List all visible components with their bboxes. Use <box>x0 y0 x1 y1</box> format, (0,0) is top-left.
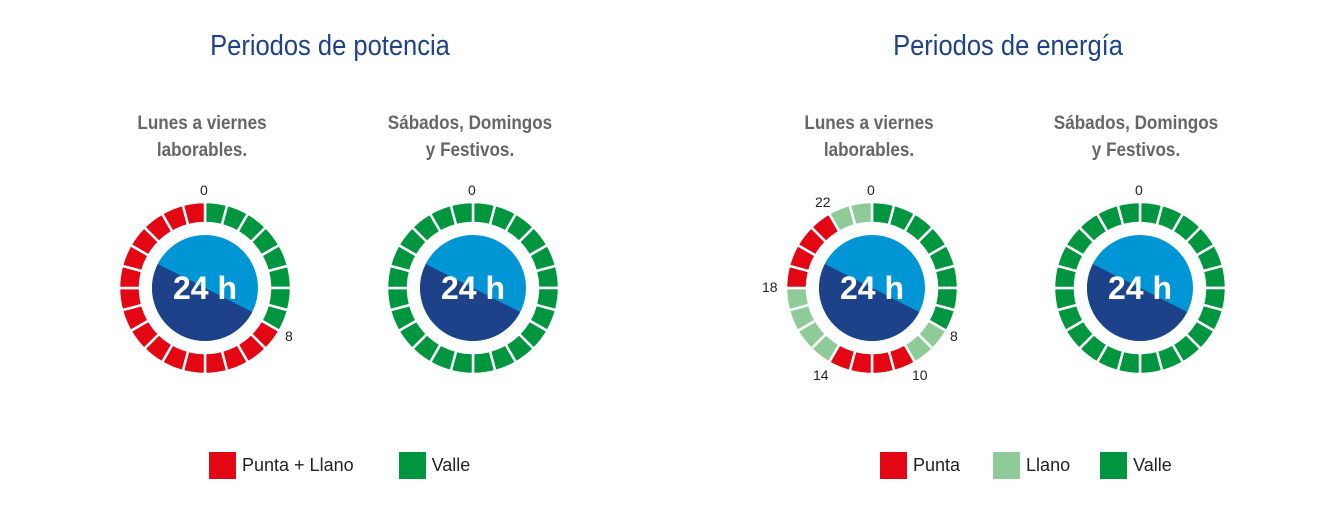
hour-segment-11-valle <box>1138 349 1164 376</box>
subtitle-line: y Festivos. <box>1091 140 1181 161</box>
center-label: 24 h <box>840 270 904 306</box>
subtitle-potencia-weekend: Sábados, Domingos y Festivos. <box>362 110 578 164</box>
hour-label: 8 <box>950 328 958 344</box>
center-label: 24 h <box>441 270 505 306</box>
legend-label: Punta + Llano <box>242 455 354 475</box>
subtitle-energia-weekdays: Lunes a viernes laborables. <box>761 110 977 164</box>
subtitle-line: Lunes a viernes <box>804 113 934 134</box>
swatch <box>993 452 1021 479</box>
potencia-legend: Punta + Llano Valle <box>209 452 515 479</box>
center-label: 24 h <box>1108 270 1172 306</box>
swatch <box>1100 452 1128 479</box>
legend-label: Llano <box>1026 455 1071 475</box>
legend-item-llano: Llano <box>993 452 1070 479</box>
center-circle-dark-half <box>152 263 253 341</box>
legend-label: Valle <box>431 455 471 475</box>
hour-label: 18 <box>762 279 778 295</box>
subtitle-line: Lunes a viernes <box>137 113 267 134</box>
hour-segment-17-valle <box>385 286 412 312</box>
subtitle-energia-weekend: Sábados, Domingos y Festivos. <box>1028 110 1244 164</box>
legend-label: Punta <box>913 455 961 475</box>
legend-label: Valle <box>1133 455 1172 475</box>
legend-item-valle: Valle <box>1100 452 1172 479</box>
hour-label: 0 <box>200 182 208 198</box>
dial-potencia-weekdays: 24 h <box>117 200 293 376</box>
hour-segment-17-valle <box>1052 286 1079 312</box>
dial-energia-weekdays: 24 h <box>784 200 960 376</box>
hour-label: 0 <box>1135 182 1143 198</box>
hour-segment-23-llano <box>848 200 874 227</box>
subtitle-line: laborables. <box>823 140 915 161</box>
hour-segment-17-llano <box>784 286 811 312</box>
center-label: 24 h <box>173 270 237 306</box>
hour-label: 8 <box>285 328 293 344</box>
hour-label: 14 <box>813 367 829 383</box>
center-circle-dark-half <box>819 263 920 341</box>
swatch <box>209 452 236 479</box>
center-circle-dark-half <box>1087 263 1188 341</box>
dial-potencia-weekend: 24 h <box>385 200 561 376</box>
legend-item-punta: Punta <box>880 452 960 479</box>
hour-segment-23-punta <box>181 200 207 227</box>
swatch <box>398 452 426 479</box>
energia-title: Periodos de energía <box>893 30 1123 62</box>
hour-segment-11-punta <box>870 349 896 376</box>
hour-label: 22 <box>815 194 831 210</box>
hour-label: 10 <box>912 367 928 383</box>
hour-segment-11-valle <box>471 349 497 376</box>
hour-segment-23-valle <box>1116 200 1142 227</box>
hour-segment-5-valle <box>534 264 561 290</box>
potencia-title: Periodos de potencia <box>210 30 450 62</box>
legend-item-valle: Valle <box>398 452 471 479</box>
legend-item-punta-llano: Punta + Llano <box>209 452 354 479</box>
subtitle-line: Sábados, Domingos <box>387 113 553 134</box>
hour-segment-17-punta <box>117 286 144 312</box>
dial-energia-weekend: 24 h <box>1052 200 1228 376</box>
subtitle-line: y Festivos. <box>425 140 515 161</box>
energia-legend: Punta Llano Valle <box>880 452 1217 479</box>
subtitle-line: Sábados, Domingos <box>1053 113 1219 134</box>
hour-segment-5-valle <box>933 264 960 290</box>
hour-label: 0 <box>867 182 875 198</box>
swatch <box>880 452 907 479</box>
subtitle-potencia-weekdays: Lunes a viernes laborables. <box>94 110 310 164</box>
center-circle-dark-half <box>420 263 521 341</box>
hour-label: 0 <box>468 182 476 198</box>
subtitle-line: laborables. <box>156 140 248 161</box>
hour-segment-23-valle <box>449 200 475 227</box>
hour-segment-5-valle <box>266 264 293 290</box>
hour-segment-11-punta <box>203 349 229 376</box>
hour-segment-5-valle <box>1201 264 1228 290</box>
